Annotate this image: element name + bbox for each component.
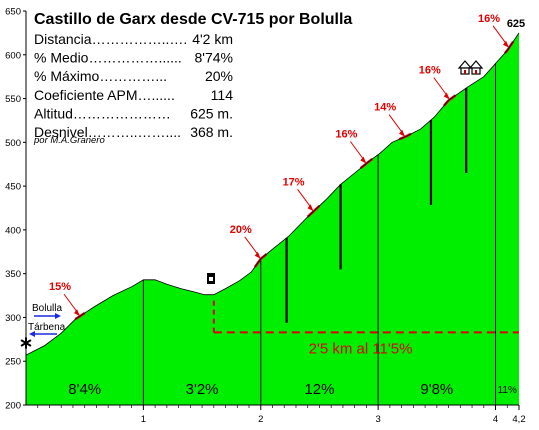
steep-gradient-arrow bbox=[297, 188, 312, 209]
summit-elevation-label: 625 bbox=[507, 18, 525, 30]
x-tick-label: 3 bbox=[375, 414, 380, 425]
steep-gradient-arrow bbox=[433, 77, 449, 97]
info-block: Distancia……………..…. 4'2 km % Medio……………....… bbox=[34, 31, 233, 140]
steep-gradient-label: 16% bbox=[478, 13, 500, 25]
y-tick-label: 550 bbox=[5, 94, 21, 105]
y-tick-label: 600 bbox=[5, 50, 21, 61]
info-row-value: 8'74% bbox=[195, 50, 233, 66]
y-tick-label: 450 bbox=[5, 182, 21, 193]
y-tick-label: 250 bbox=[5, 357, 21, 368]
steep-gradient-arrowhead bbox=[254, 251, 261, 259]
info-row-value: 625 m. bbox=[190, 105, 233, 121]
arrow-left-icon bbox=[29, 331, 57, 337]
info-row-value: 114 bbox=[211, 87, 234, 103]
steep-gradient-label: 16% bbox=[335, 128, 357, 140]
houses-icon bbox=[457, 60, 484, 75]
x-tick-label: 1 bbox=[141, 414, 146, 425]
segment-gradient-label: 3'2% bbox=[186, 381, 219, 398]
steep-gradient-label: 14% bbox=[374, 102, 396, 114]
y-ticks: 200 250 300 350 400 450 500 550 600 650 bbox=[5, 7, 26, 412]
y-tick-label: 300 bbox=[5, 313, 21, 324]
steep-gradient-arrowhead bbox=[360, 156, 367, 164]
steep-gradient-labels: 15% 20% 17% 16% 14% 16% 16% bbox=[49, 13, 510, 317]
steep-gradient-arrowhead bbox=[503, 40, 510, 48]
y-tick-label: 400 bbox=[5, 225, 21, 236]
segment-gradient-label: 12% bbox=[304, 381, 334, 398]
y-tick-label: 650 bbox=[5, 7, 21, 18]
half-km-marks bbox=[285, 87, 468, 323]
climb-range-box bbox=[212, 300, 519, 334]
segment-gradient-label: 8'4% bbox=[68, 381, 101, 398]
steep-gradient-label: 16% bbox=[419, 64, 441, 76]
castle-gate-icon bbox=[207, 273, 215, 284]
steep-gradient-label: 17% bbox=[283, 176, 305, 188]
info-row-label: Coeficiente APM…...... bbox=[34, 87, 175, 103]
y-tick-label: 200 bbox=[5, 401, 21, 412]
y-tick-label: 500 bbox=[5, 138, 21, 149]
info-row-label: Distancia……………..…. bbox=[34, 31, 187, 47]
info-row-value: 4'2 km bbox=[192, 31, 233, 47]
steep-gradient-arrow bbox=[388, 114, 404, 135]
profile-outline bbox=[25, 32, 520, 356]
profile-area bbox=[26, 32, 519, 406]
segment-gradient-label: 9'8% bbox=[420, 381, 453, 398]
author-credit: por M.A.Granero bbox=[33, 135, 105, 146]
road-label-tarbena: Tárbena bbox=[28, 322, 66, 333]
road-label-bolulla: Bolulla bbox=[32, 303, 62, 314]
arrow-right-icon bbox=[34, 313, 61, 319]
steep-gradient-arrowhead bbox=[73, 309, 80, 317]
steep-gradient-label: 15% bbox=[49, 281, 71, 293]
segment-gradient-label: 11% bbox=[498, 385, 517, 396]
info-row-label: % Máximo…………... bbox=[34, 68, 167, 84]
axes: 200 250 300 350 400 450 500 550 600 650 1 2 3 4 4,2 bbox=[5, 7, 525, 426]
steep-gradient-label: 20% bbox=[230, 224, 252, 236]
x-tick-label: 2 bbox=[258, 414, 263, 425]
steep-gradient-arrowhead bbox=[307, 204, 314, 212]
steep-gradient-arrow bbox=[492, 25, 508, 46]
info-row-label: Altitud………………… bbox=[34, 105, 171, 121]
plot-area bbox=[25, 32, 520, 406]
x-ticks: 1 2 3 4 4,2 bbox=[141, 405, 526, 425]
info-row-value: 368 m. bbox=[190, 124, 233, 140]
x-tick-label: 4,2 bbox=[512, 414, 525, 425]
steep-gradient-arrow bbox=[244, 236, 260, 257]
info-row-value: 20% bbox=[205, 68, 233, 84]
info-row-label: % Medio……………...... bbox=[34, 50, 182, 66]
info-row-label: Desnivel………..…….... bbox=[34, 124, 181, 140]
steep-gradient-arrow bbox=[350, 141, 365, 161]
steep-gradient-arrow bbox=[63, 293, 79, 314]
chart-title: Castillo de Garx desde CV-715 por Bolull… bbox=[34, 11, 352, 28]
climb-summary-label: 2'5 km al 11'5% bbox=[309, 340, 413, 357]
steep-gradient-arrowhead bbox=[399, 129, 406, 137]
start-asterisk-icon bbox=[20, 337, 32, 349]
x-minor-ticks bbox=[37, 405, 508, 408]
segment-gradient-labels: 8'4% 3'2% 12% 9'8% 11% bbox=[68, 381, 517, 398]
y-tick-label: 350 bbox=[5, 269, 21, 280]
x-tick-label: 4 bbox=[493, 414, 498, 425]
steep-gradient-arrowhead bbox=[443, 92, 450, 100]
